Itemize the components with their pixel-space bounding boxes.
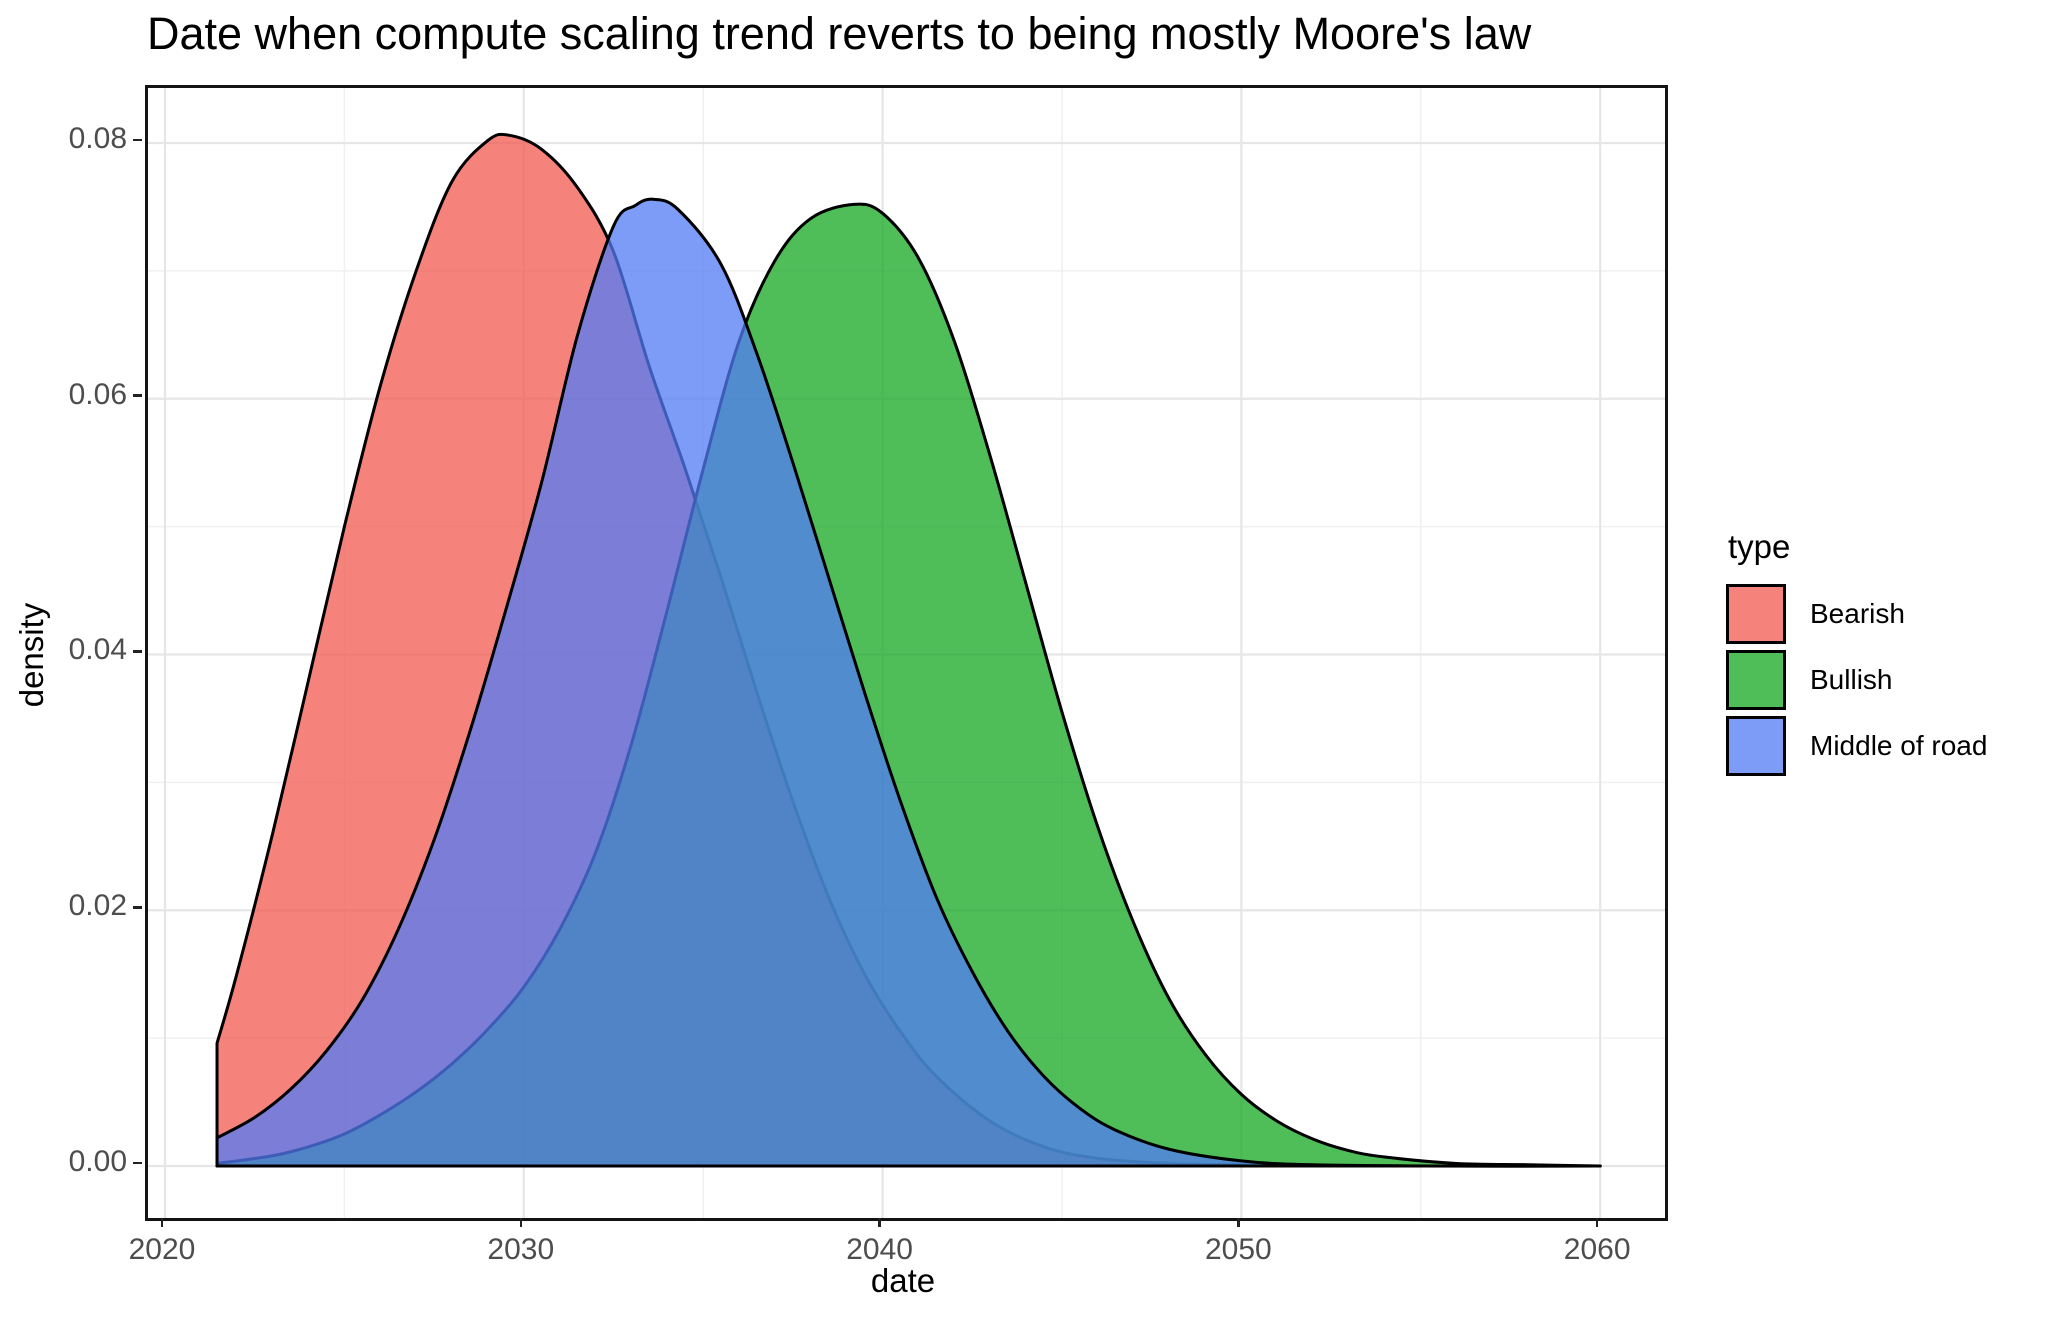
x-tick-mark xyxy=(160,1218,164,1227)
y-tick-label: 0.06 xyxy=(68,377,127,411)
legend-swatch xyxy=(1726,584,1786,644)
y-tick-label: 0.04 xyxy=(68,633,127,667)
y-tick-mark xyxy=(133,138,142,142)
y-tick-mark xyxy=(133,394,142,397)
legend: type Bearish Bullish Middle of road xyxy=(1726,528,1987,782)
x-tick-mark xyxy=(1595,1218,1599,1227)
x-tick-label: 2050 xyxy=(1205,1233,1272,1266)
legend-label: Bullish xyxy=(1810,664,1893,695)
legend-item-bullish: Bullish xyxy=(1726,650,1987,710)
legend-label: Bearish xyxy=(1810,598,1905,629)
legend-items: Bearish Bullish Middle of road xyxy=(1726,584,1987,776)
x-tick-label: 2030 xyxy=(487,1233,555,1266)
y-tick-label: 0.00 xyxy=(68,1145,127,1178)
chart-title: Date when compute scaling trend reverts … xyxy=(147,8,1532,59)
x-tick-label: 2040 xyxy=(846,1233,913,1266)
y-tick-mark xyxy=(133,1161,142,1165)
plot-area xyxy=(148,88,1665,1218)
y-tick-label: 0.02 xyxy=(68,889,127,923)
y-tick-mark xyxy=(133,650,142,653)
y-tick-label: 0.08 xyxy=(68,121,127,155)
legend-swatch xyxy=(1726,650,1786,710)
density-curve-middle-of-road xyxy=(215,197,1602,1168)
y-tick-mark xyxy=(133,906,142,909)
x-tick-mark xyxy=(1237,1218,1240,1227)
legend-title: type xyxy=(1728,528,1791,565)
x-tick-mark xyxy=(519,1218,523,1227)
legend-item-middle-of-road: Middle of road xyxy=(1726,716,1987,776)
x-tick-label: 2060 xyxy=(1563,1233,1631,1266)
legend-label: Middle of road xyxy=(1810,730,1988,761)
x-tick-mark xyxy=(878,1218,881,1227)
plot-panel xyxy=(145,85,1668,1221)
legend-swatch xyxy=(1726,716,1786,776)
legend-item-bearish: Bearish xyxy=(1726,584,1987,644)
x-tick-label: 2020 xyxy=(128,1233,196,1266)
x-axis-title: date xyxy=(870,1262,936,1299)
